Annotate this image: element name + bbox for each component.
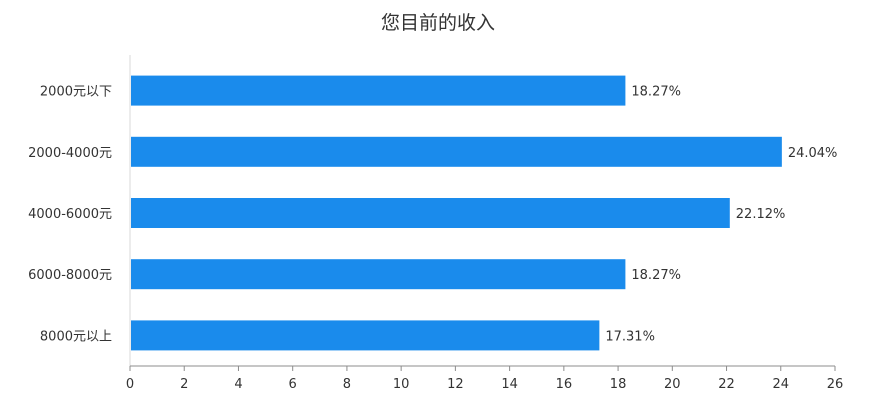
x-tick-label: 0 — [126, 377, 134, 392]
x-tick-label: 20 — [664, 377, 681, 392]
category-label: 2000元以下 — [40, 85, 112, 100]
category-label: 2000-4000元 — [28, 146, 112, 161]
x-tick-label: 22 — [718, 377, 735, 392]
bar-1 — [131, 136, 782, 167]
value-label: 18.27% — [631, 85, 681, 100]
x-tick-label: 26 — [827, 377, 844, 392]
x-tick-label: 4 — [234, 377, 242, 392]
x-tick-label: 10 — [393, 377, 410, 392]
x-tick-label: 2 — [180, 377, 188, 392]
x-tick-label: 14 — [501, 377, 518, 392]
value-label: 18.27% — [631, 268, 681, 283]
value-label: 24.04% — [788, 146, 838, 161]
value-label: 22.12% — [736, 207, 786, 222]
x-tick-label: 6 — [289, 377, 297, 392]
x-tick-label: 12 — [447, 377, 464, 392]
x-tick-label: 18 — [610, 377, 627, 392]
category-label: 4000-6000元 — [28, 207, 112, 222]
category-label: 6000-8000元 — [28, 268, 112, 283]
bar-4 — [131, 320, 600, 351]
bar-0 — [131, 75, 626, 106]
x-tick-label: 8 — [343, 377, 351, 392]
category-label: 8000元以上 — [40, 329, 112, 344]
bar-2 — [131, 198, 730, 228]
value-label: 17.31% — [605, 329, 655, 344]
bar-3 — [131, 259, 626, 290]
chart-title: 您目前的收入 — [380, 12, 495, 34]
x-tick-label: 16 — [556, 377, 573, 392]
x-tick-label: 24 — [772, 377, 789, 392]
